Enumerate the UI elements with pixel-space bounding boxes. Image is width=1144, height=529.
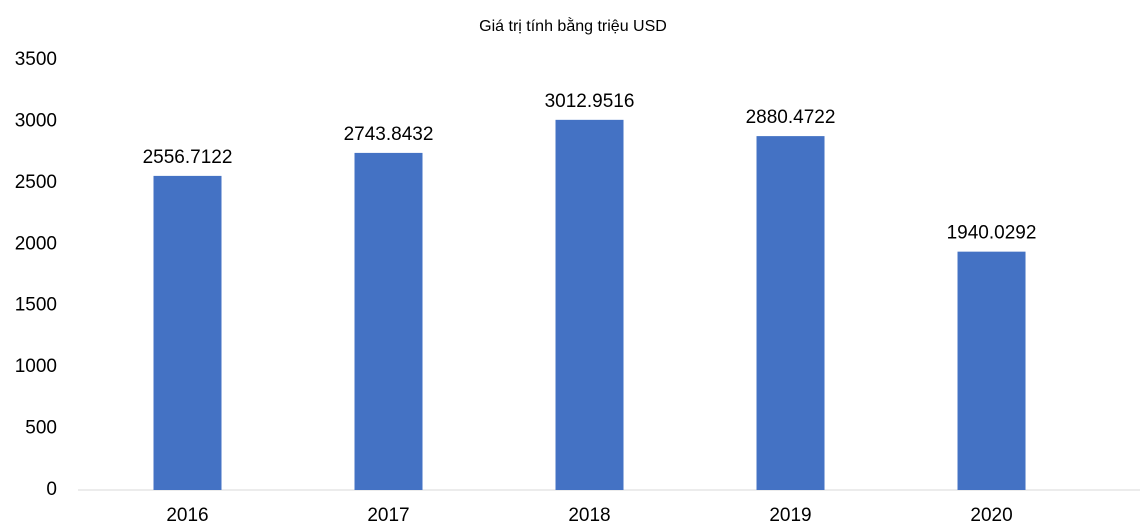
bar [153,175,222,490]
bar [354,152,423,490]
x-tick-label: 2020 [970,505,1012,526]
chart-title: Giá trị tính bằng triệu USD [479,16,667,35]
bar [555,119,624,490]
bar [957,251,1026,490]
x-tick-label: 2016 [166,505,208,526]
y-tick-label: 500 [25,418,57,439]
y-tick-label: 2500 [15,172,57,193]
y-tick-label: 0 [46,479,57,500]
y-tick-label: 3000 [15,110,57,131]
x-tick-label: 2017 [367,505,409,526]
y-tick-label: 3500 [15,49,57,70]
data-label: 2743.8432 [344,124,434,145]
x-tick-label: 2019 [769,505,811,526]
data-label: 2556.7122 [143,147,233,168]
y-tick-label: 2000 [15,233,57,254]
y-tick-label: 1500 [15,295,57,316]
x-tick-label: 2018 [568,505,610,526]
y-tick-label: 1000 [15,356,57,377]
data-label: 2880.4722 [746,107,836,128]
data-label: 1940.0292 [947,223,1037,244]
data-label: 3012.9516 [545,91,635,112]
bar [756,136,825,491]
